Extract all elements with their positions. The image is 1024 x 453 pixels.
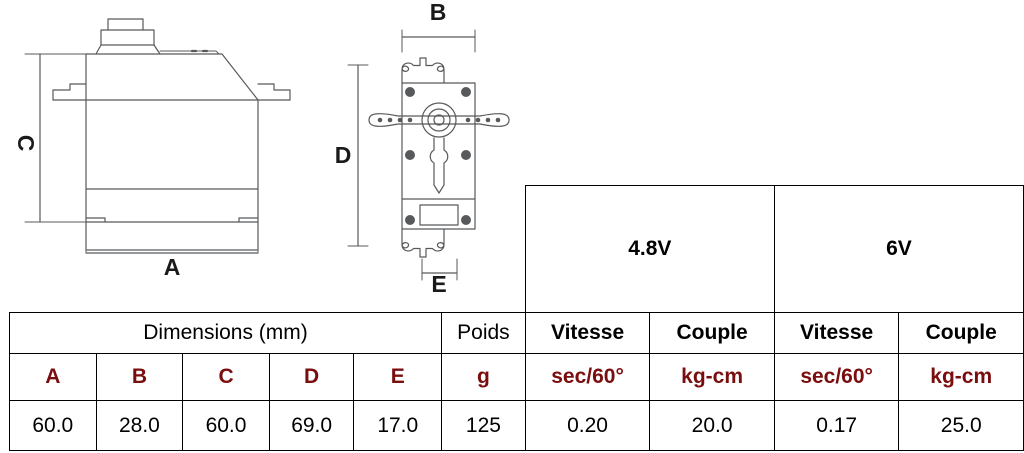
svg-text:D: D xyxy=(335,142,352,168)
svg-text:B: B xyxy=(430,0,447,25)
svg-text:C: C xyxy=(13,135,39,152)
